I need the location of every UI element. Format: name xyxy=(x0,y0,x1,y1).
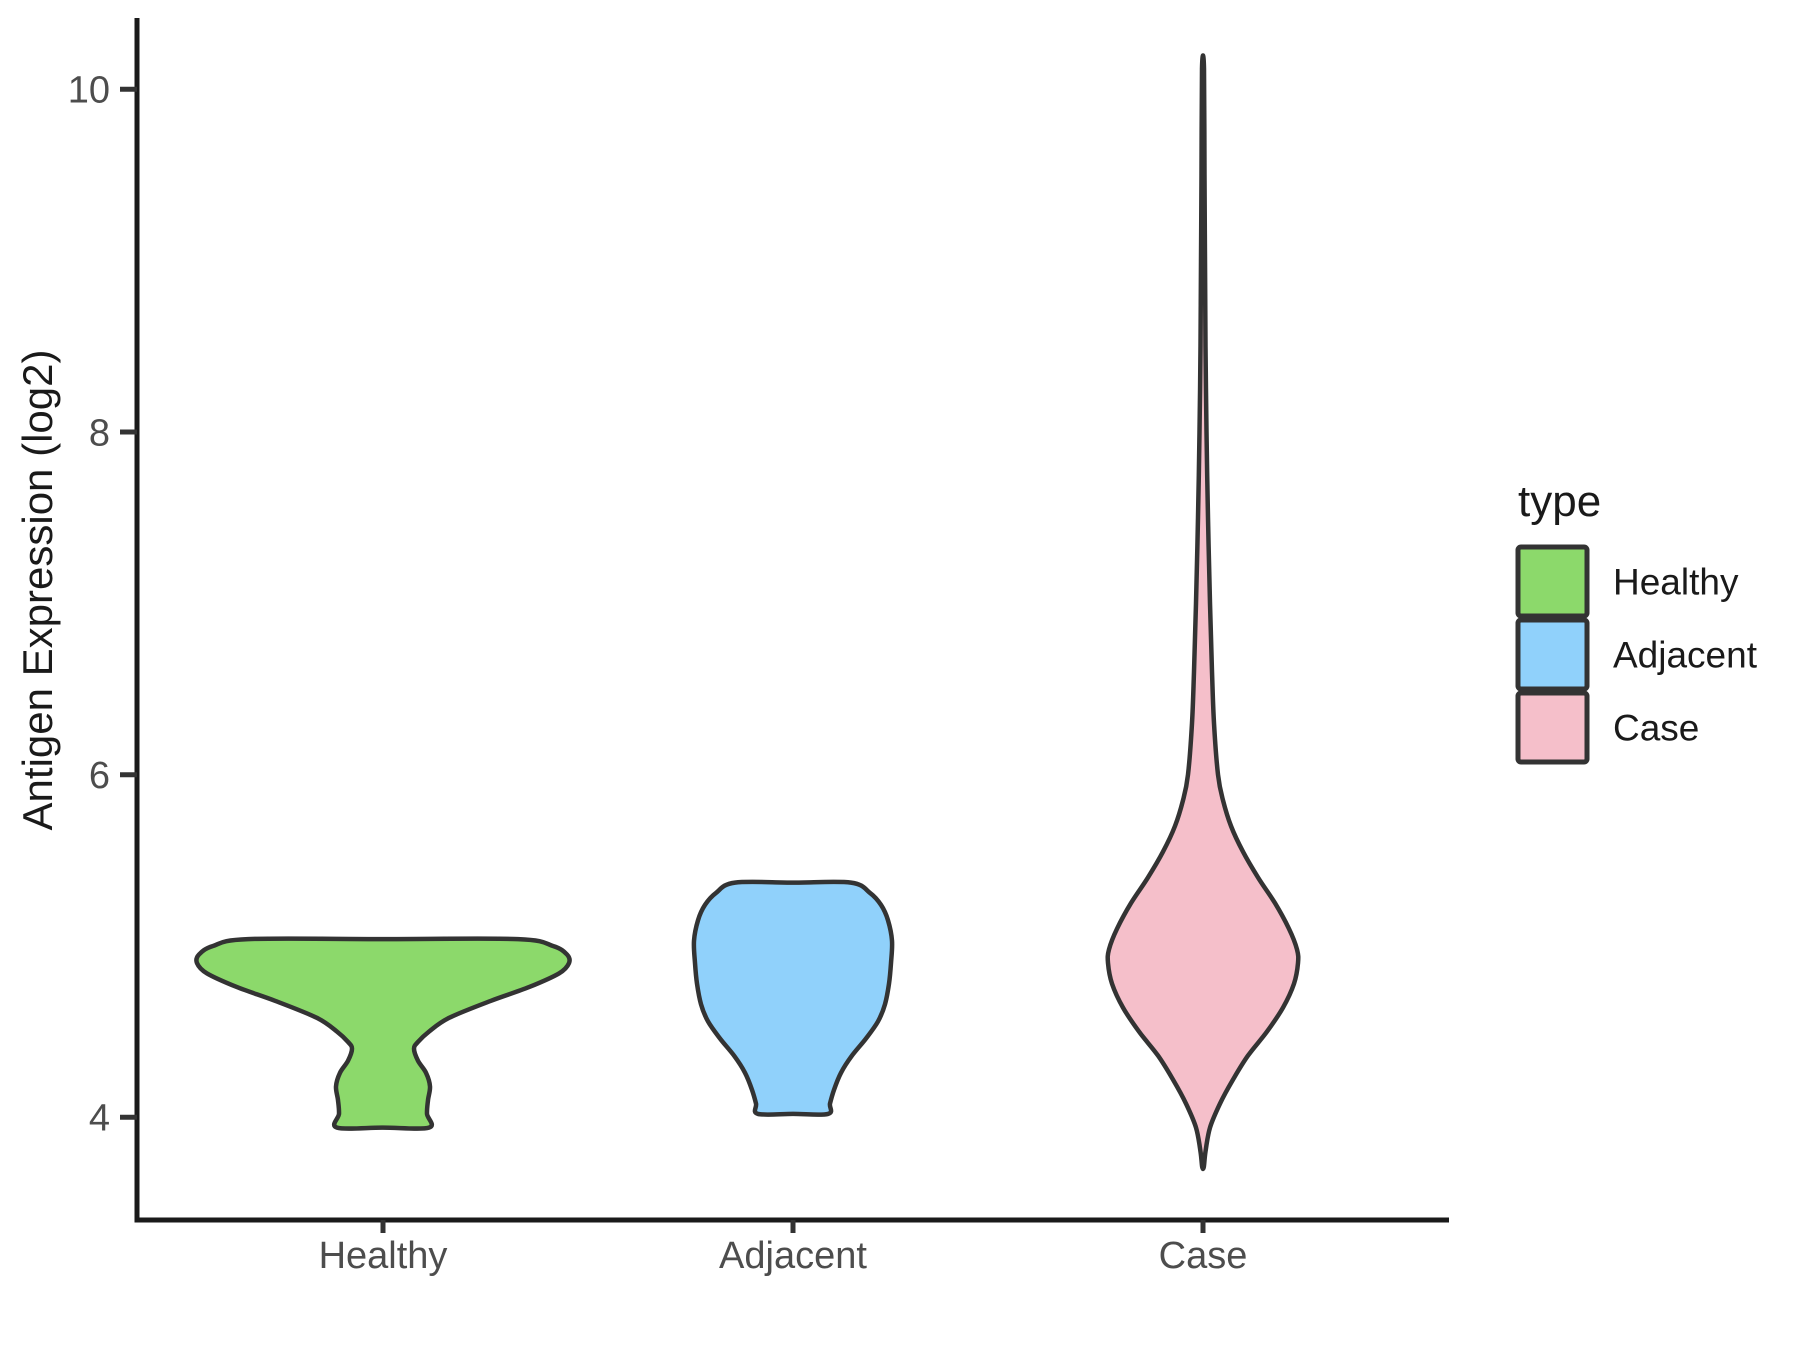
axis-lines xyxy=(134,18,1449,1223)
y-tick-label-4: 4 xyxy=(89,1098,110,1140)
y-tick-label-10: 10 xyxy=(68,70,110,112)
violin-adjacent xyxy=(691,879,895,1117)
y-axis-title: Antigen Expression (log2) xyxy=(14,350,61,831)
legend-title: type xyxy=(1518,477,1601,526)
x-tick-label-case: Case xyxy=(1159,1235,1248,1277)
violin-case xyxy=(1105,53,1301,1172)
y-tick-label-6: 6 xyxy=(89,755,110,797)
legend-key-adjacent xyxy=(1515,617,1590,692)
legend-label-adjacent: Adjacent xyxy=(1613,634,1758,675)
legend-label-healthy: Healthy xyxy=(1613,561,1739,602)
legend: type Healthy Adjacent Case xyxy=(1515,477,1758,765)
violin-healthy xyxy=(194,936,572,1131)
violins-group xyxy=(194,53,1301,1172)
legend-key-healthy xyxy=(1515,544,1590,619)
legend-key-case xyxy=(1515,690,1590,765)
x-tick-label-healthy: Healthy xyxy=(319,1235,448,1277)
legend-label-case: Case xyxy=(1613,707,1699,748)
x-tick-label-adjacent: Adjacent xyxy=(719,1235,867,1277)
y-tick-label-8: 8 xyxy=(89,412,110,454)
